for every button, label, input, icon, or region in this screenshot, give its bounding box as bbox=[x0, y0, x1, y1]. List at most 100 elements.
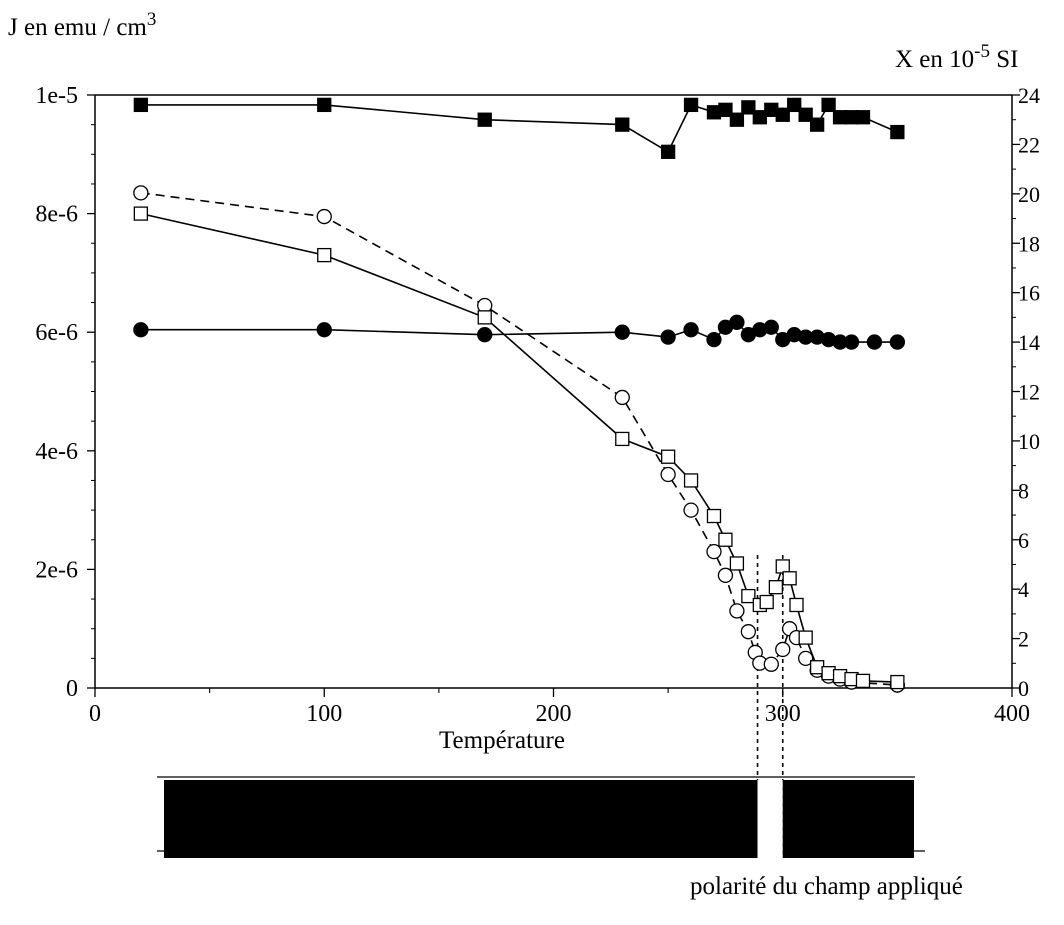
data-point bbox=[890, 124, 905, 140]
data-point bbox=[843, 334, 860, 350]
plot-frame bbox=[94, 94, 1013, 689]
x-tick-label: 200 bbox=[536, 701, 572, 727]
data-point bbox=[660, 144, 676, 159]
data-point bbox=[787, 97, 802, 113]
data-point bbox=[741, 588, 756, 604]
y-right-tick-label: 22 bbox=[1018, 132, 1040, 157]
data-point bbox=[660, 449, 676, 464]
data-point bbox=[729, 556, 745, 571]
series bbox=[133, 97, 905, 159]
y-left-tick-label: 0 bbox=[66, 676, 78, 702]
data-point bbox=[741, 100, 756, 115]
data-point bbox=[809, 117, 825, 132]
series-line bbox=[140, 192, 898, 686]
data-point bbox=[729, 112, 745, 127]
data-point bbox=[718, 102, 733, 117]
data-point bbox=[855, 673, 871, 689]
data-point bbox=[740, 624, 757, 640]
y-right-tick-label: 8 bbox=[1018, 478, 1029, 503]
y-left-axis-title: J en emu / cm3 bbox=[8, 9, 156, 41]
series bbox=[133, 206, 905, 690]
data-point bbox=[133, 206, 149, 221]
data-point bbox=[706, 508, 722, 524]
y-left-tick-label: 6e-6 bbox=[35, 320, 78, 346]
data-point bbox=[683, 97, 699, 113]
data-point bbox=[889, 334, 906, 350]
data-point bbox=[477, 112, 492, 127]
series-line bbox=[140, 212, 898, 683]
y-right-tick-label: 24 bbox=[1018, 83, 1040, 108]
y-right-axis-title: X en 10-5 SI bbox=[895, 41, 1018, 73]
x-tick-label: 100 bbox=[306, 701, 342, 727]
data-point bbox=[660, 329, 676, 345]
data-point bbox=[763, 319, 779, 335]
data-point bbox=[615, 431, 630, 447]
y-left-tick-label: 2e-6 bbox=[35, 557, 78, 583]
y-right-tick-label: 10 bbox=[1018, 429, 1040, 454]
data-point bbox=[798, 630, 813, 645]
y-left-tick-label: 4e-6 bbox=[35, 439, 78, 465]
data-point bbox=[615, 117, 630, 132]
data-point bbox=[683, 322, 699, 338]
data-point bbox=[798, 107, 813, 122]
x-axis-title: Température bbox=[439, 727, 565, 754]
series bbox=[133, 185, 906, 693]
data-point bbox=[759, 594, 774, 610]
data-point bbox=[768, 580, 784, 595]
polarity-segment-white bbox=[757, 780, 783, 858]
data-point bbox=[317, 247, 332, 263]
data-point bbox=[316, 208, 332, 225]
data-point bbox=[855, 110, 871, 125]
data-point bbox=[821, 97, 836, 113]
y-right-tick-label: 14 bbox=[1018, 330, 1040, 355]
y-right-tick-label: 4 bbox=[1018, 577, 1029, 602]
data-point bbox=[729, 603, 745, 619]
data-point bbox=[866, 334, 883, 350]
data-point bbox=[718, 532, 733, 547]
data-point bbox=[763, 656, 779, 672]
polarity-segment-black bbox=[782, 780, 914, 858]
y-right-tick-label: 18 bbox=[1018, 231, 1040, 256]
data-point bbox=[316, 322, 332, 338]
y-left-tick-label: 1e-5 bbox=[35, 83, 78, 109]
y-right-tick-label: 2 bbox=[1018, 627, 1029, 652]
data-point bbox=[775, 107, 790, 122]
y-right-tick-label: 16 bbox=[1018, 281, 1040, 306]
data-point bbox=[775, 559, 790, 574]
x-tick-label: 400 bbox=[994, 701, 1030, 727]
y-right-tick-label: 20 bbox=[1018, 182, 1040, 207]
polarity-label: polarité du champ appliqué bbox=[690, 873, 963, 900]
data-point bbox=[133, 97, 149, 113]
series bbox=[133, 314, 906, 350]
data-point bbox=[782, 571, 797, 586]
data-point bbox=[798, 650, 814, 666]
data-point bbox=[614, 389, 630, 406]
data-point bbox=[683, 502, 699, 518]
data-point bbox=[729, 314, 745, 330]
data-point bbox=[477, 327, 493, 343]
data-point bbox=[789, 597, 804, 613]
x-tick-label: 0 bbox=[89, 701, 101, 727]
data-point bbox=[660, 466, 676, 483]
data-point bbox=[477, 310, 492, 325]
data-point bbox=[717, 567, 734, 583]
data-point bbox=[890, 674, 905, 690]
data-point bbox=[706, 543, 722, 560]
data-point bbox=[614, 324, 630, 340]
data-point bbox=[317, 97, 332, 113]
data-point bbox=[752, 110, 767, 125]
y-right-tick-label: 0 bbox=[1018, 676, 1029, 701]
data-point bbox=[133, 185, 149, 201]
y-left-tick-label: 8e-6 bbox=[35, 202, 78, 228]
data-point bbox=[775, 641, 791, 658]
axes: 0 100 200 300 40002e-64e-66e-68e-61e-5024681… bbox=[35, 83, 1040, 727]
series-layer bbox=[133, 97, 906, 693]
polarity-bar bbox=[157, 776, 925, 858]
y-right-tick-label: 6 bbox=[1018, 528, 1029, 553]
data-point bbox=[133, 322, 149, 338]
data-point bbox=[683, 473, 699, 488]
polarity-segment-black bbox=[164, 780, 758, 858]
y-right-tick-label: 12 bbox=[1018, 380, 1040, 405]
data-point bbox=[706, 331, 722, 348]
